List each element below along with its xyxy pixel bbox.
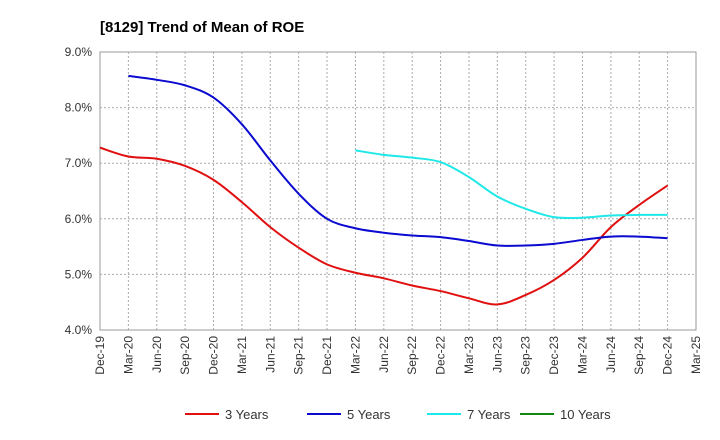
x-tick-label: Jun-21 [263,336,277,373]
x-tick-label: Sep-21 [292,336,306,375]
x-axis: Dec-19 Mar-20 Jun-20 Sep-20 Dec-20 Mar-21 Jun-… [93,336,703,375]
x-tick-label: Jun-24 [604,336,618,373]
series-lines [99,74,669,306]
x-tick-label: Jun-22 [377,336,391,373]
x-tick-label: Dec-22 [434,336,448,375]
y-tick-label: 5.0% [65,267,93,281]
y-tick-label: 9.0% [65,45,93,59]
x-tick-label: Sep-24 [632,336,646,375]
plot-area [99,51,697,331]
y-tick-label: 6.0% [65,212,93,226]
x-tick-label: Dec-24 [661,336,675,375]
x-tick-label: Sep-23 [519,336,533,375]
legend-label-10-years: 10 Years [560,407,611,422]
x-tick-label: Dec-20 [207,336,221,375]
y-axis: 4.0% 5.0% 6.0% 7.0% 8.0% 9.0% [65,45,93,337]
series-line-3-years [99,146,669,306]
x-tick-label: Sep-20 [178,336,192,375]
x-tick-label: Jun-20 [150,336,164,373]
x-tick-label: Mar-24 [575,336,589,374]
x-tick-label: Dec-19 [93,336,107,375]
legend-label-5-years: 5 Years [347,407,391,422]
series-line-5-years [128,74,668,247]
x-tick-label: Mar-25 [689,336,703,374]
series-line-7-years [355,149,668,220]
x-tick-label: Dec-23 [547,336,561,375]
x-tick-label: Sep-22 [405,336,419,375]
x-tick-label: Mar-22 [348,336,362,374]
y-tick-label: 7.0% [65,156,93,170]
x-tick-label: Mar-23 [462,336,476,374]
legend-label-7-years: 7 Years [467,407,511,422]
x-tick-label: Jun-23 [490,336,504,373]
x-tick-label: Mar-20 [121,336,135,374]
legend: 3 Years 5 Years 7 Years 10 Years [185,407,611,422]
y-tick-label: 4.0% [65,323,93,337]
legend-label-3-years: 3 Years [225,407,269,422]
grid [100,52,696,330]
x-tick-label: Mar-21 [235,336,249,374]
x-tick-label: Dec-21 [320,336,334,375]
y-tick-label: 8.0% [65,101,93,115]
chart-title: [8129] Trend of Mean of ROE [100,19,304,36]
